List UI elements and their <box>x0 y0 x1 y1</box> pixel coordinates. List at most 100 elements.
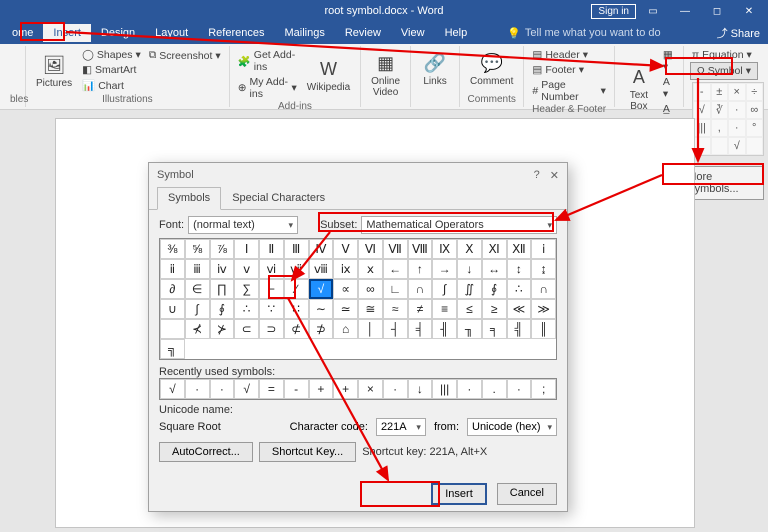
header-button[interactable]: ▤ Header ▾ <box>530 48 607 62</box>
my-addins-button[interactable]: ⊕ My Add-ins ▾ <box>236 75 299 101</box>
symbol-cell[interactable]: Ⅱ <box>259 239 284 259</box>
quick-symbol-cell[interactable]: √ <box>693 101 711 119</box>
symbol-cell[interactable]: ≃ <box>333 299 358 319</box>
symbol-cell[interactable]: ∬ <box>457 279 482 299</box>
minimize-icon[interactable]: — <box>670 3 700 19</box>
recent-symbol-cell[interactable]: . <box>482 379 507 399</box>
symbol-cell[interactable]: ≈ <box>383 299 408 319</box>
shapes-button[interactable]: ◯ Shapes ▾ <box>80 48 143 62</box>
quick-symbol-cell[interactable]: , <box>711 119 729 137</box>
recent-symbol-cell[interactable]: + <box>333 379 358 399</box>
symbol-cell[interactable]: ∮ <box>482 279 507 299</box>
quickparts-button[interactable]: ▦ ▾ <box>661 48 677 74</box>
symbol-cell[interactable] <box>160 319 185 339</box>
window-controls-icon[interactable]: ▭ <box>638 3 668 19</box>
font-combo[interactable]: (normal text) <box>188 216 298 234</box>
recent-symbol-cell[interactable]: + <box>309 379 334 399</box>
symbol-cell[interactable]: Ⅷ <box>408 239 433 259</box>
recent-symbols-row[interactable]: √··√=-++×·↓|||·.·; <box>159 378 557 400</box>
symbol-cell[interactable]: ⅶ <box>284 259 309 279</box>
symbol-cell[interactable]: ╣ <box>507 319 532 339</box>
quick-symbol-cell[interactable]: ∞ <box>746 101 764 119</box>
symbol-cell[interactable]: ╢ <box>432 319 457 339</box>
symbol-cell[interactable]: Ⅺ <box>482 239 507 259</box>
symbol-cell[interactable]: Ⅶ <box>383 239 408 259</box>
tab-references[interactable]: References <box>198 24 274 42</box>
footer-button[interactable]: ▤ Footer ▾ <box>530 63 607 77</box>
symbol-cell[interactable]: √ <box>309 279 334 299</box>
symbol-cell[interactable]: ⌂ <box>333 319 358 339</box>
symbol-cell[interactable]: ↑ <box>408 259 433 279</box>
tab-design[interactable]: Design <box>91 24 145 42</box>
symbol-cell[interactable]: ∫ <box>432 279 457 299</box>
symbol-cell[interactable]: ∏ <box>210 279 235 299</box>
recent-symbol-cell[interactable]: √ <box>160 379 185 399</box>
dialog-tab-symbols[interactable]: Symbols <box>157 187 221 210</box>
symbol-cell[interactable]: ⅰ <box>531 239 556 259</box>
quick-symbol-cell[interactable]: · <box>728 101 746 119</box>
autocorrect-button[interactable]: AutoCorrect... <box>159 442 253 462</box>
symbol-cell[interactable]: ⅳ <box>210 259 235 279</box>
quick-symbol-cell[interactable]: ° <box>746 119 764 137</box>
symbol-cell[interactable]: Ⅻ <box>507 239 532 259</box>
smartart-button[interactable]: ◧ SmartArt <box>80 63 143 77</box>
quick-symbol-cell[interactable]: ||| <box>693 119 711 137</box>
tab-review[interactable]: Review <box>335 24 391 42</box>
symbol-cell[interactable]: ∴ <box>234 299 259 319</box>
symbol-cell[interactable]: ⅱ <box>160 259 185 279</box>
quick-symbol-cell[interactable]: ∛ <box>711 101 729 119</box>
symbol-cell[interactable]: ╗ <box>160 339 185 359</box>
symbol-cell[interactable]: ╕ <box>482 319 507 339</box>
symbol-cell[interactable]: ∷ <box>284 299 309 319</box>
symbol-cell[interactable]: ∟ <box>383 279 408 299</box>
quick-symbol-cell[interactable]: × <box>728 83 746 101</box>
symbol-cell[interactable]: ∩ <box>531 279 556 299</box>
tell-me-search[interactable]: 💡 Tell me what you want to do <box>507 27 660 40</box>
symbol-cell[interactable]: ≫ <box>531 299 556 319</box>
symbol-cell[interactable]: │ <box>358 319 383 339</box>
symbol-cell[interactable]: ⊂ <box>234 319 259 339</box>
symbol-cell[interactable]: ← <box>383 259 408 279</box>
from-combo[interactable]: Unicode (hex) <box>467 418 557 436</box>
symbol-cell[interactable]: ∞ <box>358 279 383 299</box>
symbol-cell[interactable]: ⊃ <box>259 319 284 339</box>
symbol-cell[interactable]: ∕ <box>284 279 309 299</box>
recent-symbol-cell[interactable]: · <box>457 379 482 399</box>
recent-symbol-cell[interactable]: · <box>383 379 408 399</box>
recent-symbol-cell[interactable]: - <box>284 379 309 399</box>
symbol-cell[interactable]: Ⅲ <box>284 239 309 259</box>
recent-symbol-cell[interactable]: · <box>185 379 210 399</box>
symbol-cell[interactable]: ⅝ <box>185 239 210 259</box>
symbol-cell[interactable]: ≅ <box>358 299 383 319</box>
page-number-button[interactable]: # Page Number ▾ <box>530 78 607 104</box>
symbol-cell[interactable]: ∵ <box>259 299 284 319</box>
recent-symbol-cell[interactable]: ||| <box>432 379 457 399</box>
symbol-button[interactable]: Ω Symbol ▾ <box>690 62 758 80</box>
symbol-cell[interactable]: ⅜ <box>160 239 185 259</box>
online-video-button[interactable]: ▦Online Video <box>367 48 404 100</box>
symbol-cell[interactable]: ∝ <box>333 279 358 299</box>
quick-symbol-cell[interactable]: · <box>728 119 746 137</box>
tab-ome[interactable]: ome <box>2 24 43 42</box>
quick-symbol-cell[interactable] <box>693 137 711 155</box>
shortcutkey-button[interactable]: Shortcut Key... <box>259 442 356 462</box>
symbol-cell[interactable]: Ⅳ <box>309 239 334 259</box>
tab-mailings[interactable]: Mailings <box>274 24 334 42</box>
symbol-cell[interactable]: ∈ <box>185 279 210 299</box>
symbol-cell[interactable]: ∮ <box>210 299 235 319</box>
close-icon[interactable]: ✕ <box>734 3 764 19</box>
symbol-cell[interactable]: ╡ <box>408 319 433 339</box>
symbol-cell[interactable]: ⊀ <box>185 319 210 339</box>
quick-symbol-cell[interactable] <box>711 137 729 155</box>
get-addins-button[interactable]: 🧩 Get Add-ins <box>236 48 299 74</box>
symbol-grid[interactable]: ⅜⅝⅞ⅠⅡⅢⅣⅤⅥⅦⅧⅨⅩⅪⅫⅰⅱⅲⅳⅴⅵⅶⅷⅸⅹ←↑→↓↔↕↨∂∈∏∑−∕√∝… <box>159 238 557 360</box>
comment-button[interactable]: 💬Comment <box>466 48 517 89</box>
recent-symbol-cell[interactable]: ↓ <box>408 379 433 399</box>
symbol-cell[interactable]: ≡ <box>432 299 457 319</box>
symbol-cell[interactable]: ⅲ <box>185 259 210 279</box>
symbol-cell[interactable]: ≤ <box>457 299 482 319</box>
recent-symbol-cell[interactable]: = <box>259 379 284 399</box>
symbol-cell[interactable]: ≪ <box>507 299 532 319</box>
tab-insert[interactable]: Insert <box>43 24 91 42</box>
recent-symbol-cell[interactable]: · <box>507 379 532 399</box>
